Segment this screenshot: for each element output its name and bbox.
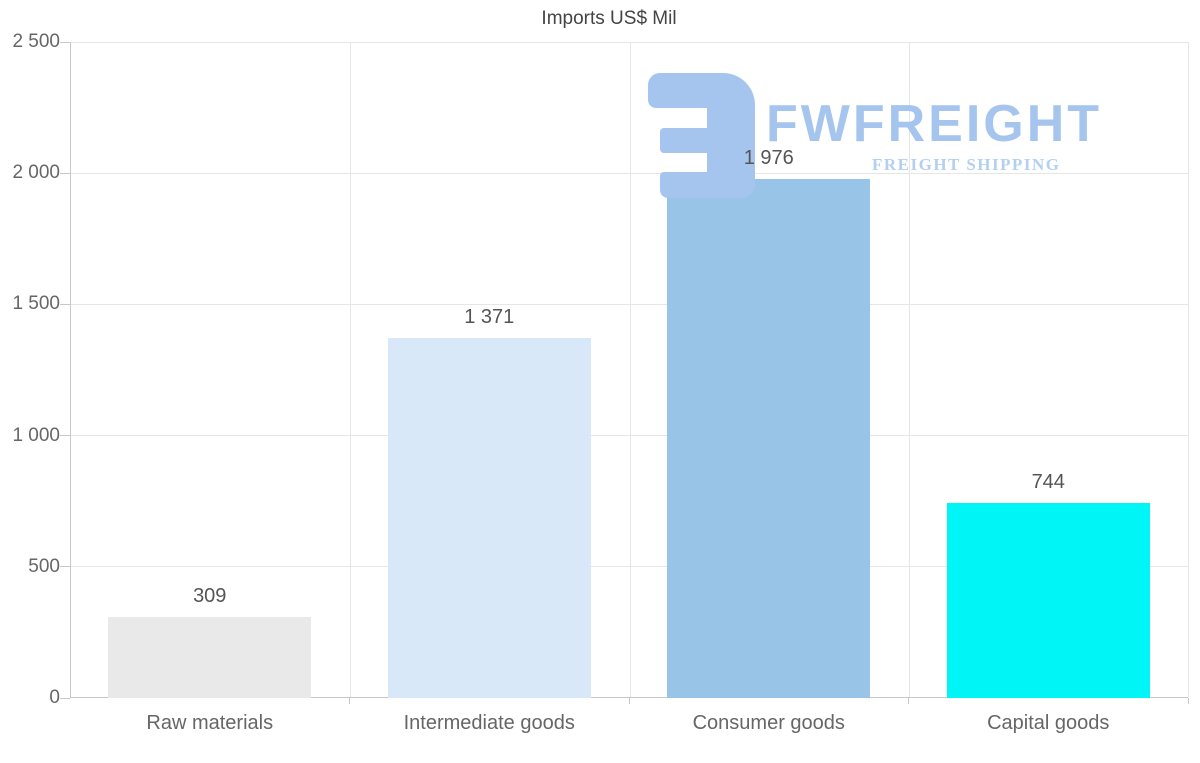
y-axis-tick <box>60 566 70 568</box>
bar-value-label: 744 <box>1031 470 1065 493</box>
bar <box>108 616 312 698</box>
bar <box>946 502 1150 698</box>
y-axis-tick <box>60 41 70 43</box>
y-axis-tick <box>60 435 70 437</box>
bar-value-label: 1 371 <box>464 306 515 329</box>
x-axis-tick <box>349 698 350 704</box>
x-axis-tick <box>908 698 909 704</box>
gridline <box>909 42 910 697</box>
plot-area <box>70 41 1189 698</box>
category-label: Consumer goods <box>692 712 845 734</box>
y-axis-tick <box>60 303 70 305</box>
x-axis-tick <box>628 698 630 704</box>
gridline <box>629 42 631 697</box>
y-axis-tick <box>60 172 70 174</box>
y-axis-label: 1 500 <box>12 293 60 315</box>
bar <box>667 179 871 698</box>
y-axis-label: 2 000 <box>12 162 60 184</box>
y-axis-label: 0 <box>49 687 60 708</box>
chart-title: Imports US$ Mil <box>541 8 677 29</box>
bar <box>387 338 591 698</box>
category-label: Intermediate goods <box>403 712 575 734</box>
bar-value-label: 309 <box>193 584 227 607</box>
y-axis-label: 1 000 <box>12 424 60 446</box>
y-axis-label: 2 500 <box>12 31 60 52</box>
gridline <box>350 42 351 697</box>
gridline <box>1188 42 1189 697</box>
bar-value-label: 1 976 <box>743 147 794 170</box>
y-axis-label: 500 <box>28 555 60 577</box>
category-label: Raw materials <box>146 712 274 734</box>
y-axis-tick <box>60 697 70 699</box>
x-axis-tick <box>1187 698 1189 704</box>
category-label: Capital goods <box>987 712 1110 734</box>
